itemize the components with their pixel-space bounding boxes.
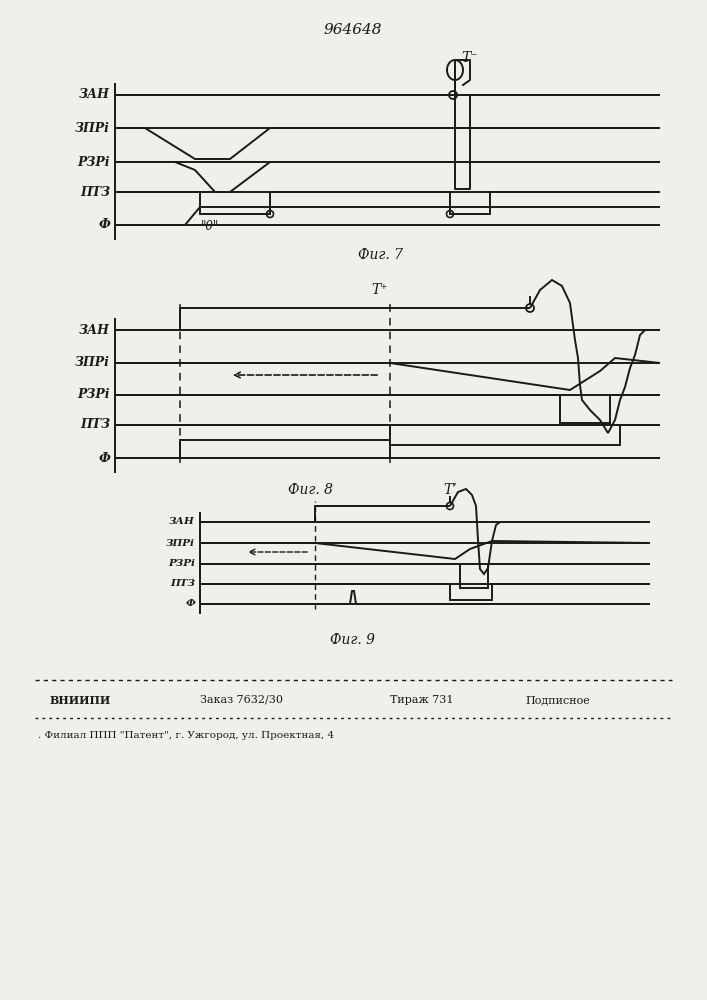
Text: 964648: 964648 xyxy=(324,23,382,37)
Text: Тираж 731: Тираж 731 xyxy=(390,695,453,705)
Text: Ф: Ф xyxy=(185,599,195,608)
Text: "0": "0" xyxy=(201,221,219,233)
Text: Ф: Ф xyxy=(98,452,110,464)
Text: T⁺: T⁺ xyxy=(372,283,388,297)
Text: Фиг. 9: Фиг. 9 xyxy=(330,633,375,647)
Text: T’: T’ xyxy=(443,483,457,497)
Text: РЗРi: РЗРi xyxy=(78,155,110,168)
Text: ПТЗ: ПТЗ xyxy=(80,418,110,432)
Text: ЗАН: ЗАН xyxy=(79,324,110,336)
Text: ЗПРi: ЗПРi xyxy=(75,357,110,369)
Text: Подписное: Подписное xyxy=(525,695,590,705)
Text: . Филиал ППП "Патент", г. Ужгород, ул. Проектная, 4: . Филиал ППП "Патент", г. Ужгород, ул. П… xyxy=(38,730,334,740)
Text: ЗПРi: ЗПРi xyxy=(166,538,195,548)
Text: РЗРi: РЗРi xyxy=(168,560,195,568)
Text: Фиг. 8: Фиг. 8 xyxy=(288,483,332,497)
Text: РЗРi: РЗРi xyxy=(78,388,110,401)
Text: ЗПРi: ЗПРi xyxy=(75,121,110,134)
Text: T⁻: T⁻ xyxy=(462,51,479,65)
Text: ПТЗ: ПТЗ xyxy=(170,580,195,588)
Text: Заказ 7632/30: Заказ 7632/30 xyxy=(200,695,283,705)
Text: ЗАН: ЗАН xyxy=(79,89,110,102)
Text: ВНИИПИ: ВНИИПИ xyxy=(50,694,111,706)
Text: Фиг. 7: Фиг. 7 xyxy=(358,248,402,262)
Text: ПТЗ: ПТЗ xyxy=(80,186,110,198)
Text: ЗАН: ЗАН xyxy=(169,518,195,526)
Text: Ф: Ф xyxy=(98,219,110,232)
